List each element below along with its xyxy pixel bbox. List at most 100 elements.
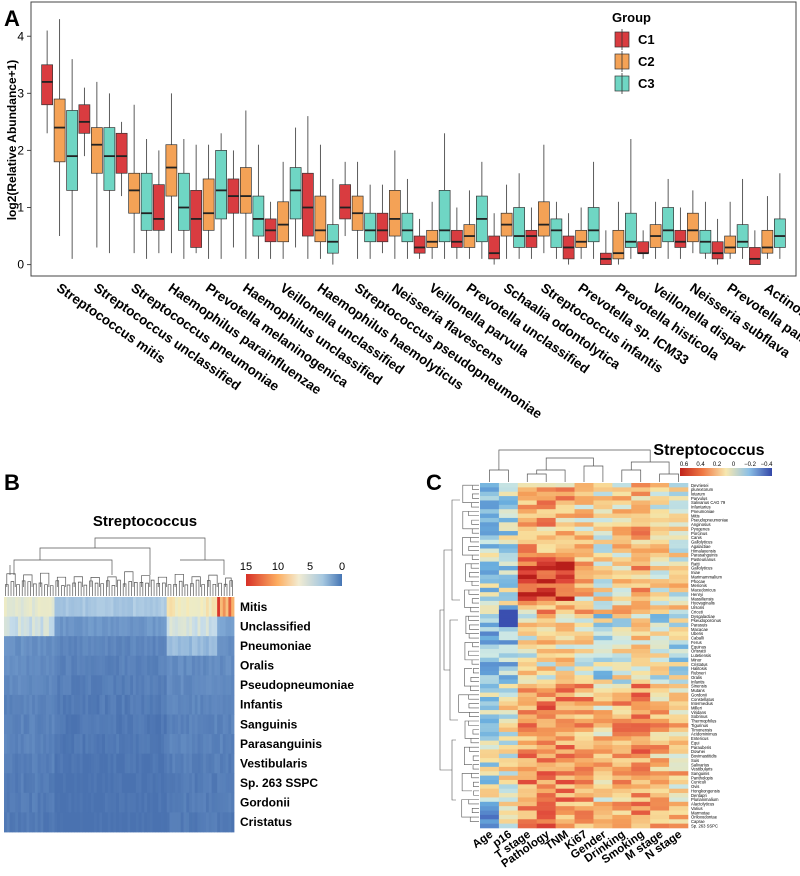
- heatmap-cell: [138, 655, 142, 676]
- heatmap-cell: [498, 779, 519, 785]
- heatmap-cell: [26, 694, 30, 715]
- heatmap-cell: [51, 636, 55, 657]
- heatmap-cell: [166, 616, 170, 637]
- row-label: Himalayensis: [691, 548, 716, 553]
- heatmap-cell: [141, 773, 145, 794]
- heatmap-cell: [517, 749, 538, 755]
- heatmap-cell: [119, 675, 123, 696]
- heatmap-cell: [183, 636, 187, 657]
- heatmap-cell: [119, 694, 123, 715]
- heatmap-cell: [166, 597, 170, 617]
- heatmap-cell: [555, 653, 575, 658]
- heatmap-cell: [203, 812, 207, 833]
- heatmap-cell: [54, 734, 58, 755]
- heatmap-cell: [104, 773, 109, 794]
- heatmap-cell: [480, 570, 500, 576]
- heatmap-cell: [54, 753, 58, 774]
- colorbar-tick-label: −0.4: [761, 462, 774, 468]
- heatmap-cell: [127, 792, 131, 813]
- heatmap-cell: [517, 640, 538, 645]
- heatmap-cell: [480, 596, 500, 602]
- heatmap-cell: [669, 587, 689, 593]
- heatmap-cell: [172, 734, 176, 755]
- heatmap-cell: [60, 636, 64, 657]
- heatmap-cell: [90, 616, 95, 637]
- heatmap-cell: [26, 753, 30, 774]
- heatmap-cell: [536, 727, 556, 733]
- heatmap-cell: [650, 688, 670, 693]
- heatmap-cell: [141, 792, 145, 813]
- heatmap-cell: [211, 597, 215, 617]
- heatmap-cell: [631, 784, 651, 789]
- heatmap-cell: [574, 565, 594, 571]
- row-label: Pseudopneumoniae: [691, 518, 729, 523]
- heatmap-cell: [631, 557, 651, 562]
- heatmap-cell: [32, 597, 36, 617]
- heatmap-cell: [574, 522, 594, 527]
- heatmap-cell: [480, 622, 500, 628]
- heatmap-cell: [536, 797, 556, 803]
- heatmap-cell: [48, 773, 53, 794]
- heatmap-cell: [102, 597, 106, 617]
- heatmap-cell: [650, 679, 670, 685]
- heatmap-cell: [631, 548, 651, 554]
- heatmap-cell: [51, 675, 55, 696]
- heatmap-cell: [574, 810, 594, 816]
- heatmap-cell: [205, 753, 210, 774]
- heatmap-cell: [119, 597, 123, 617]
- heatmap-cell: [138, 753, 142, 774]
- heatmap-cell: [116, 734, 120, 755]
- heatmap-cell: [68, 655, 72, 676]
- heatmap-cell: [536, 509, 556, 514]
- heatmap-cell: [20, 714, 25, 735]
- box-c1: [115, 132, 128, 174]
- heatmap-cell: [180, 694, 184, 715]
- heatmap-cell: [133, 773, 137, 794]
- heatmap-cell: [517, 526, 538, 532]
- heatmap-cell: [612, 565, 632, 571]
- heatmap-cell: [124, 753, 128, 774]
- heatmap-cell: [650, 657, 670, 663]
- heatmap-cell: [480, 701, 500, 707]
- heatmap-cell: [177, 616, 182, 637]
- heatmap-cell: [79, 616, 83, 637]
- heatmap-cell: [34, 597, 39, 617]
- row-label: Ferus: [691, 640, 702, 645]
- heatmap-cell: [121, 636, 126, 657]
- heatmap-cell: [135, 597, 140, 617]
- heatmap-cell: [517, 614, 538, 619]
- heatmap-cell: [74, 773, 78, 794]
- heatmap-cell: [669, 749, 689, 755]
- heatmap-cell: [612, 570, 632, 576]
- heatmap-cell: [194, 714, 198, 735]
- heatmap-cell: [113, 675, 117, 696]
- heatmap-cell: [228, 773, 232, 794]
- heatmap-cell: [57, 714, 61, 735]
- heatmap-cell: [536, 753, 556, 759]
- heatmap-cell: [650, 666, 670, 672]
- colorbar-tick-label: 15: [240, 561, 252, 573]
- heatmap-cell: [517, 731, 538, 737]
- heatmap-cell: [104, 812, 109, 833]
- box-c1: [674, 229, 687, 248]
- row-label: Viridans: [691, 710, 706, 715]
- heatmap-cell: [536, 609, 556, 615]
- heatmap-cell: [593, 766, 613, 772]
- heatmap-cell: [9, 714, 13, 735]
- heatmap-cell: [141, 616, 145, 637]
- heatmap-cell: [480, 561, 500, 567]
- heatmap-cell: [593, 491, 613, 497]
- heatmap-cell: [612, 653, 632, 658]
- heatmap-cell: [169, 792, 173, 813]
- heatmap-cell: [161, 714, 165, 735]
- heatmap-cell: [141, 636, 145, 657]
- row-label: Cuniculi: [691, 780, 706, 785]
- heatmap-cell: [93, 597, 97, 617]
- heatmap-cell: [555, 496, 575, 501]
- heatmap-cell: [631, 683, 651, 689]
- heatmap-cell: [208, 792, 212, 813]
- row-label: Vestibularis: [691, 767, 712, 772]
- heatmap-cell: [536, 758, 556, 763]
- heatmap-cell: [555, 526, 575, 532]
- heatmap-cell: [555, 762, 575, 768]
